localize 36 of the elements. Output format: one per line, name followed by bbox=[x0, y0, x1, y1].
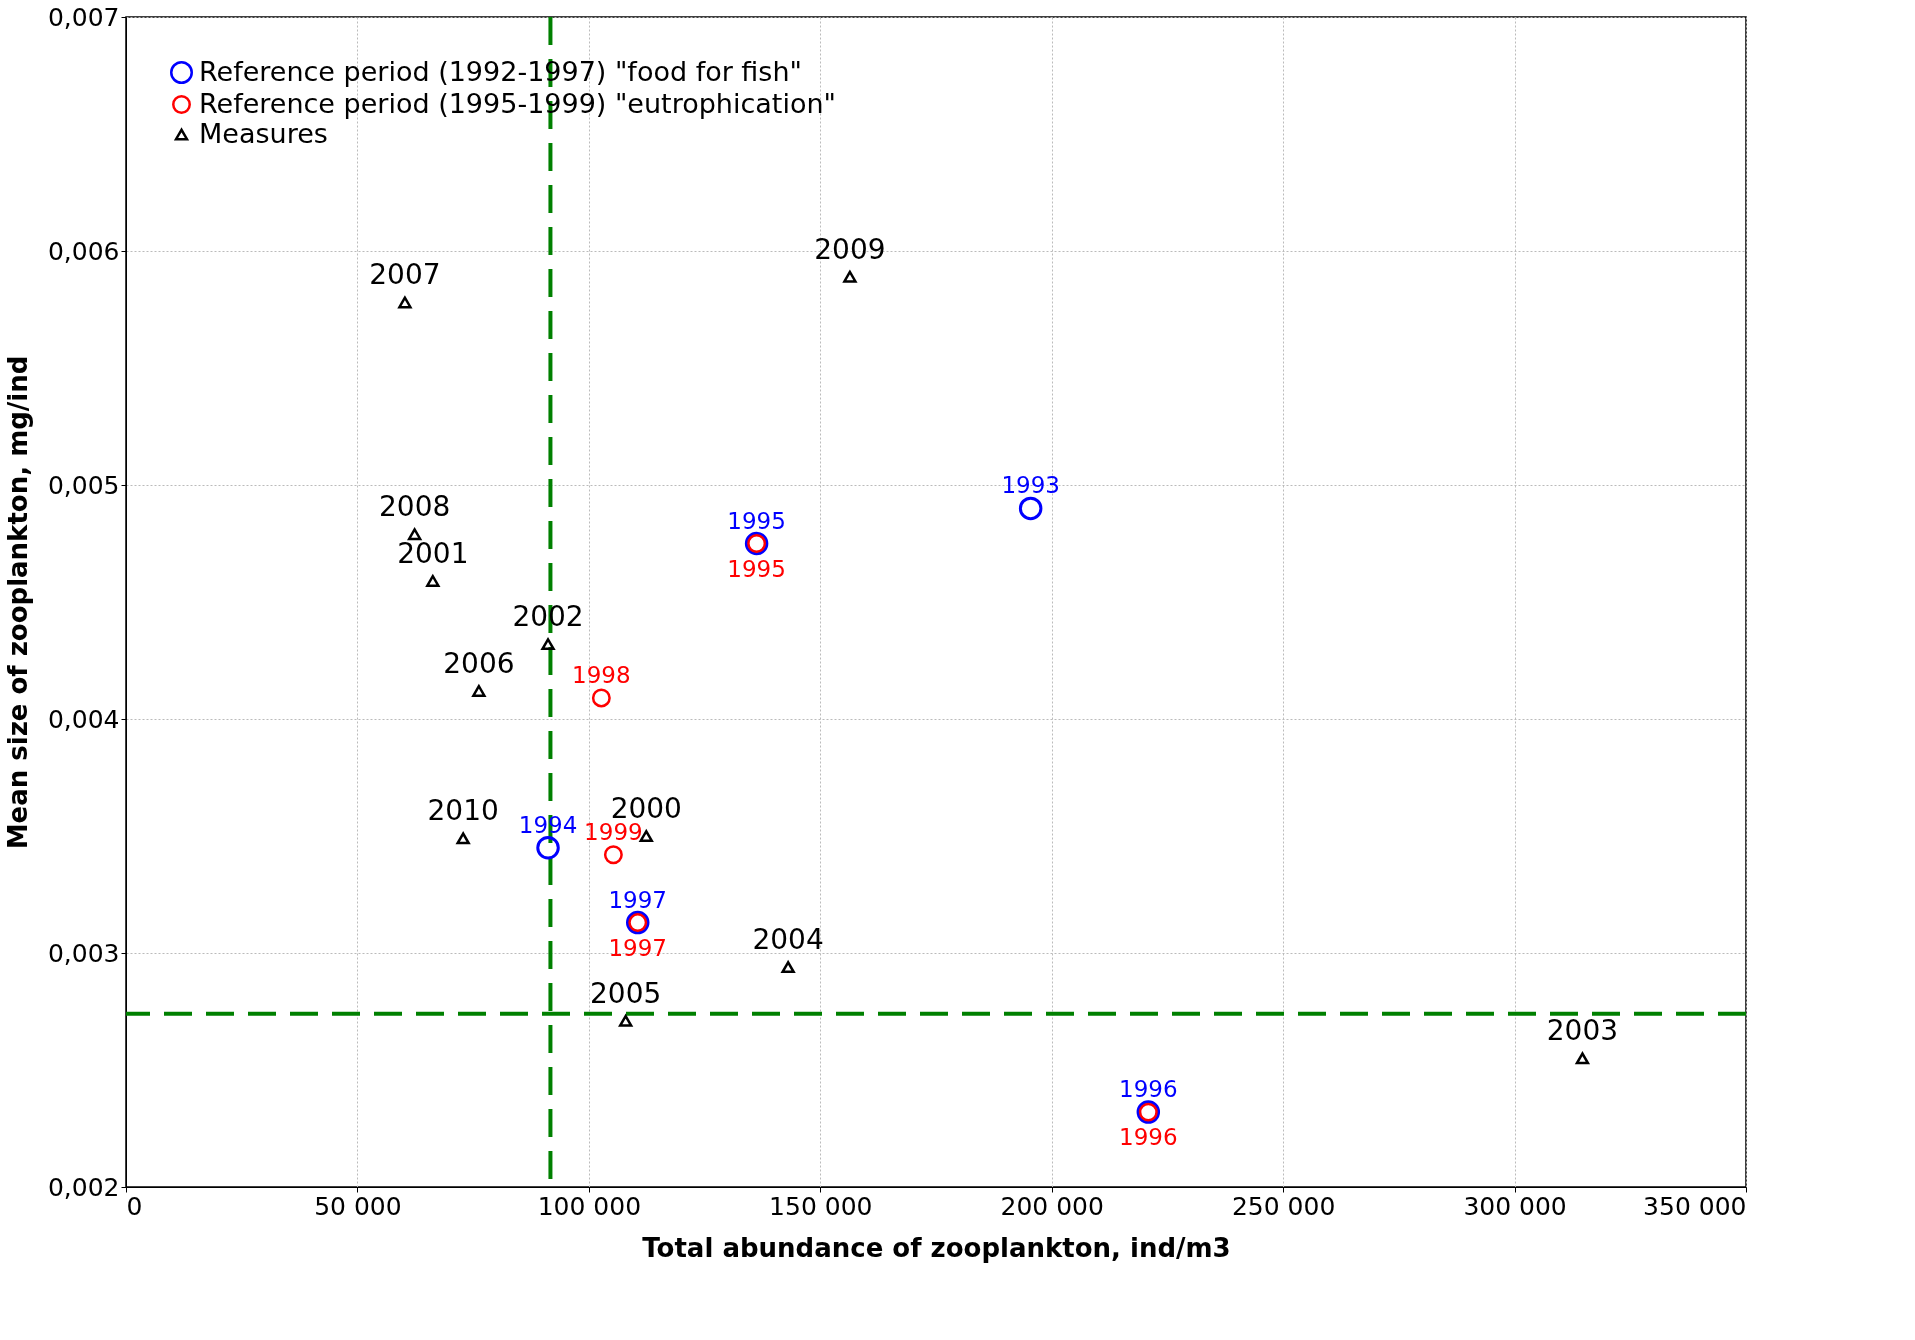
x-tick-label: 50 000 bbox=[314, 1191, 402, 1221]
annotation: 1996 bbox=[1119, 1124, 1178, 1151]
y-axis-title: Mean size of zooplankton, mg/ind bbox=[2, 355, 33, 850]
annotation: 2008 bbox=[379, 490, 451, 524]
annotation: 2004 bbox=[752, 923, 824, 957]
x-axis-title: Total abundance of zooplankton, ind/m3 bbox=[642, 1232, 1231, 1263]
annotation: 1997 bbox=[608, 934, 668, 961]
x-tick-label: 200 000 bbox=[1000, 1191, 1104, 1221]
annotation: 2007 bbox=[369, 258, 441, 292]
annotation: 2005 bbox=[590, 976, 662, 1010]
annotation: 1995 bbox=[727, 507, 786, 534]
x-tick-label: 150 000 bbox=[769, 1191, 873, 1221]
annotation: 1997 bbox=[608, 886, 668, 913]
annotation: 2001 bbox=[397, 536, 469, 570]
annotation: 2010 bbox=[427, 794, 499, 828]
legend-label: Reference period (1995-1999) "eutrophication" bbox=[199, 87, 836, 119]
y-tick-label: 0,004 bbox=[47, 704, 120, 734]
annotation: 1999 bbox=[584, 818, 643, 845]
x-tick-label: 0 bbox=[126, 1191, 143, 1221]
x-tick-label: 350 000 bbox=[1643, 1191, 1747, 1221]
annotation: 2006 bbox=[443, 646, 515, 680]
y-tick-label: 0,007 bbox=[47, 2, 120, 32]
y-tick-label: 0,005 bbox=[47, 470, 120, 500]
y-tick-label: 0,002 bbox=[47, 1172, 120, 1202]
x-tick-label: 100 000 bbox=[537, 1191, 642, 1221]
y-tick-label: 0,006 bbox=[47, 236, 120, 266]
annotation: 2003 bbox=[1546, 1014, 1619, 1048]
annotation: 1995 bbox=[727, 555, 786, 582]
x-tick-label: 300 000 bbox=[1463, 1191, 1567, 1221]
annotation: 2009 bbox=[814, 232, 886, 266]
y-tick-label: 0,003 bbox=[47, 938, 120, 968]
annotation: 1998 bbox=[572, 661, 631, 688]
annotation: 1996 bbox=[1119, 1076, 1178, 1103]
annotation: 1993 bbox=[1001, 472, 1060, 499]
legend-label: Measures bbox=[199, 117, 328, 149]
x-tick-label: 250 000 bbox=[1231, 1191, 1336, 1221]
